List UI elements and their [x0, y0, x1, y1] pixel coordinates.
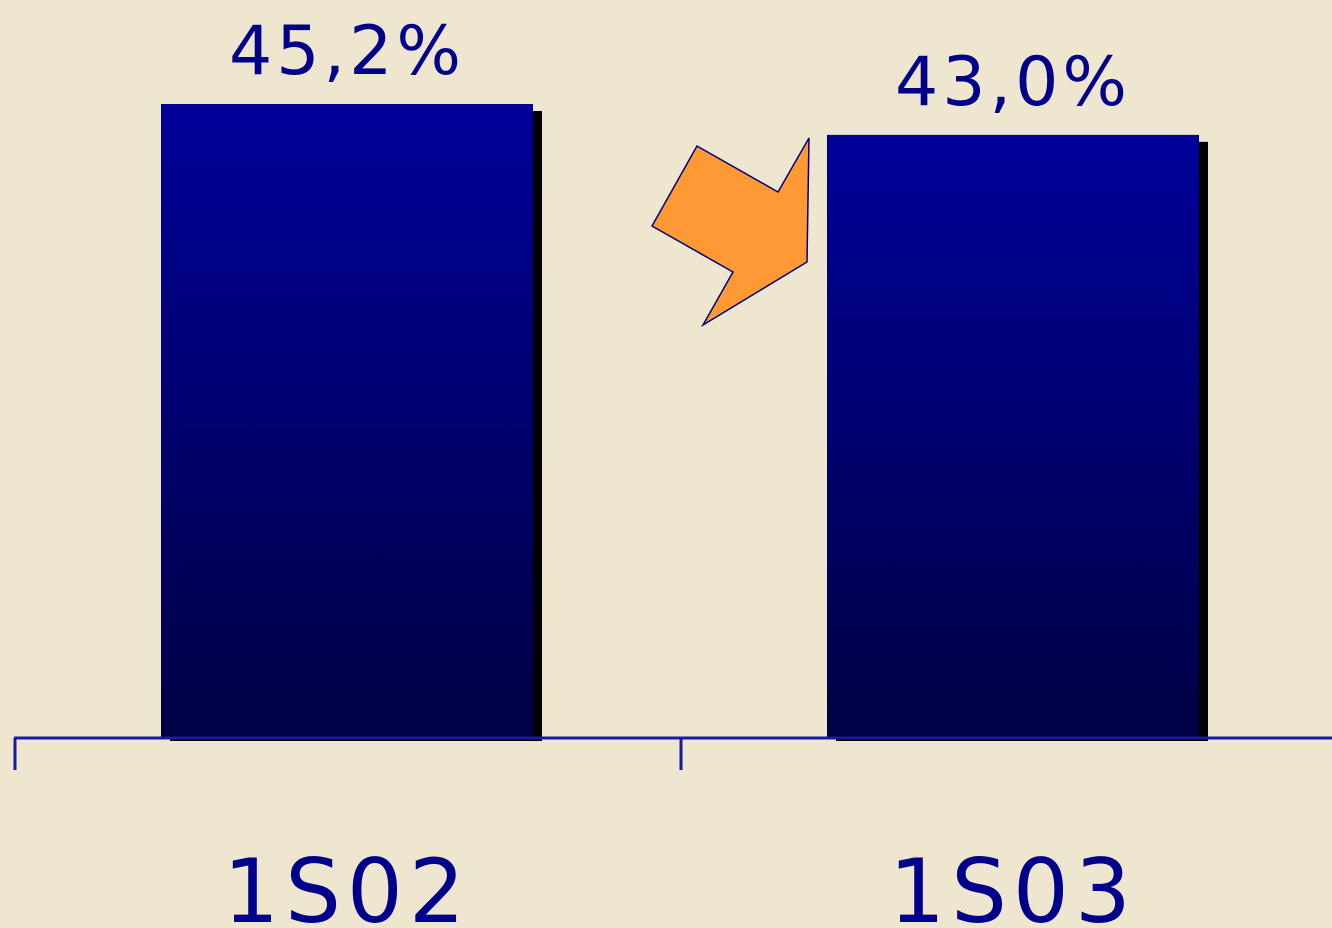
bar-1s03 — [827, 134, 1199, 739]
bars-layer — [161, 104, 1208, 742]
labels-layer: 45,2% 1S02 43,0% 1S03 — [223, 12, 1137, 928]
category-label: 1S03 — [889, 840, 1137, 928]
category-label: 1S02 — [223, 840, 471, 928]
bar-1s02 — [161, 104, 533, 738]
value-label: 45,2% — [229, 12, 465, 91]
down-right-arrow-icon — [650, 137, 810, 328]
value-label: 43,0% — [895, 43, 1131, 122]
